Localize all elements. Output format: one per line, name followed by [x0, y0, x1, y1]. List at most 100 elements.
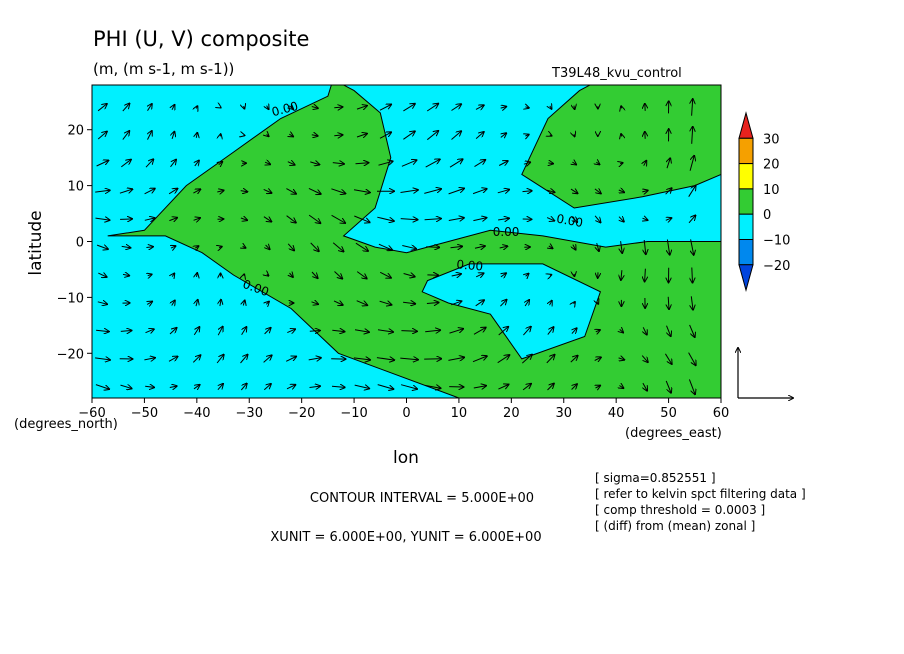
- x-axis: −60 −50 −40 −30 −20 −10 0 10 20 30 40 50 60: [78, 398, 729, 421]
- wind-vector: [243, 246, 246, 248]
- wind-vector: [475, 273, 483, 277]
- wind-vector: [620, 163, 622, 164]
- colorbar-label: 10: [763, 183, 780, 198]
- wind-vector: [619, 386, 623, 389]
- wind-vector: [354, 330, 369, 332]
- wind-vector: [619, 190, 624, 192]
- wind-vector: [356, 134, 367, 137]
- wind-vector: [501, 273, 506, 277]
- contour-label: 0.00: [555, 212, 584, 230]
- wind-vector: [354, 215, 369, 222]
- wind-vector: [311, 271, 318, 278]
- wind-vector: [594, 189, 601, 194]
- wind-vector: [377, 330, 393, 332]
- wind-vector: [499, 246, 508, 248]
- wind-vector: [287, 329, 295, 332]
- wind-vector: [570, 356, 578, 363]
- wind-vector: [574, 302, 575, 304]
- wind-vector: [96, 330, 109, 331]
- wind-vector: [308, 358, 321, 360]
- wind-vector: [96, 245, 108, 249]
- wind-vector: [356, 300, 368, 306]
- wind-vector: [424, 385, 441, 388]
- wind-vector: [641, 355, 648, 363]
- wind-vector: [263, 216, 271, 222]
- wind-vector: [172, 301, 175, 306]
- wind-vector: [451, 131, 462, 140]
- wind-vector: [172, 132, 174, 140]
- wind-vector: [473, 218, 486, 221]
- wind-vector: [426, 247, 439, 248]
- wind-vector: [449, 159, 463, 168]
- wind-vector: [666, 325, 671, 336]
- wind-vector: [596, 330, 600, 332]
- wind-vector: [645, 268, 646, 282]
- x-tick-label: −60: [78, 406, 105, 421]
- wind-vector: [550, 135, 552, 136]
- wind-vector: [196, 133, 197, 138]
- plot-area: 0.000.000.000.000.00: [92, 85, 721, 398]
- wind-vector: [572, 384, 577, 389]
- wind-vector: [309, 386, 321, 387]
- wind-vector: [353, 190, 370, 193]
- wind-vector: [549, 246, 553, 248]
- x-tick-label: 60: [713, 406, 730, 421]
- wind-vector: [356, 271, 367, 279]
- wind-vector: [546, 190, 555, 192]
- wind-vector: [334, 107, 342, 108]
- colorbar-bottom-triangle: [738, 264, 754, 292]
- wind-vector: [689, 156, 694, 171]
- wind-vector: [425, 330, 440, 332]
- wind-vector: [285, 357, 296, 362]
- positive-region-1: [521, 85, 721, 209]
- colorbar-segment: [738, 239, 754, 266]
- wind-vector: [218, 384, 223, 391]
- wind-vector: [145, 159, 153, 168]
- wind-vector: [448, 218, 464, 221]
- wind-vector: [688, 186, 696, 197]
- contour-interval: CONTOUR INTERVAL = 5.000E+00: [310, 491, 534, 506]
- wind-vector: [331, 188, 345, 194]
- vector-units: XUNIT = 6.000E+00, YUNIT = 6.000E+00: [270, 530, 541, 545]
- wind-vector: [400, 190, 418, 193]
- wind-vector: [146, 247, 153, 248]
- wind-vector: [643, 382, 647, 391]
- wind-vector: [172, 274, 174, 277]
- y-tick-label: −10: [57, 291, 84, 306]
- wind-vector: [574, 134, 575, 136]
- wind-vector: [240, 384, 246, 391]
- wind-vector: [168, 189, 177, 195]
- wind-vector: [691, 296, 693, 309]
- wind-vector: [97, 302, 107, 304]
- wind-vector: [473, 386, 486, 388]
- wind-vector: [195, 246, 198, 248]
- wind-vector: [642, 191, 647, 192]
- x-tick-label: −50: [131, 406, 158, 421]
- wind-vector: [523, 327, 530, 336]
- x-axis-label: lon: [393, 448, 419, 468]
- wind-vector: [169, 386, 177, 387]
- wind-vector: [692, 127, 693, 144]
- wind-vector: [219, 162, 223, 165]
- wind-vector: [219, 247, 222, 248]
- wind-vector: [122, 104, 130, 112]
- wind-vector: [378, 161, 393, 166]
- wind-vector: [263, 189, 272, 193]
- colorbar-labels: 30 20 10 0 −10 −20: [763, 132, 790, 273]
- y-tick-label: 0: [76, 236, 84, 251]
- wind-vector: [688, 216, 695, 224]
- wind-vector: [171, 246, 176, 248]
- wind-vector: [667, 239, 669, 255]
- wind-vector: [286, 188, 296, 194]
- wind-vector: [148, 131, 152, 140]
- wind-vector: [287, 162, 295, 165]
- wind-vector: [144, 358, 155, 360]
- reference-vector: [738, 348, 793, 398]
- wind-vector: [424, 219, 441, 220]
- x-tick-label: 50: [660, 406, 677, 421]
- wind-vector: [379, 301, 392, 305]
- wind-vector: [193, 385, 200, 389]
- wind-vector: [451, 301, 461, 305]
- chart-units: (m, (m s-1, m s-1)): [93, 60, 234, 78]
